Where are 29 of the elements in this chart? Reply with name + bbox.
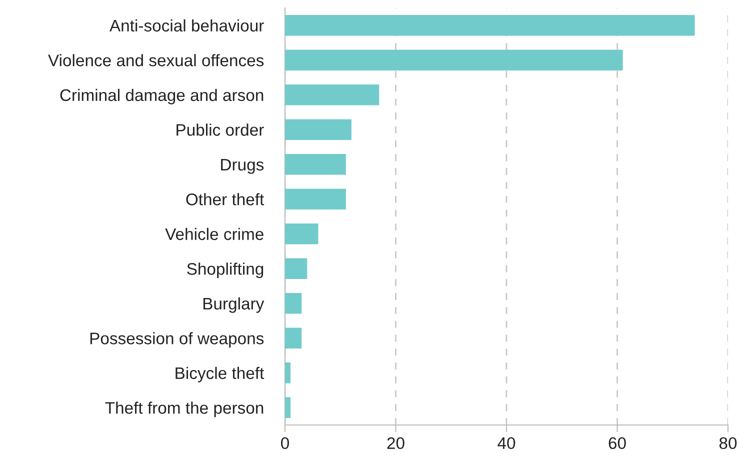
bar [285,397,291,418]
x-tick-label: 40 [498,437,516,450]
y-tick-label: Violence and sexual offences [48,54,264,66]
x-tick-label: 20 [387,437,404,450]
y-tick-label: Vehicle crime [165,228,264,240]
y-tick-label: Theft from the person [105,402,264,418]
bar [285,119,352,140]
y-tick-label: Criminal damage and arson [60,88,264,104]
y-tick-label: Public order [176,124,264,136]
bar [285,362,291,384]
y-tick-label: Possession of weapons [90,332,264,348]
y-tick-label: Drugs [221,158,264,174]
x-tick-label: 0 [281,437,289,450]
y-tick-label: Bicycle theft [176,366,264,382]
y-tick-label: Anti-social behaviour [109,19,264,32]
bar [285,50,623,71]
bar [285,188,346,210]
bar [285,258,308,280]
y-tick-label: Shoplifting [187,262,264,278]
x-tick-label: 80 [719,437,737,450]
bar [285,328,302,349]
bar [285,292,302,314]
bar [285,154,346,175]
x-tick-label: 60 [608,437,626,450]
bar [285,84,380,106]
y-tick-label: Burglary [203,297,264,313]
y-tick-label: Other theft [186,193,264,206]
bar [285,223,318,244]
bar [285,14,695,36]
